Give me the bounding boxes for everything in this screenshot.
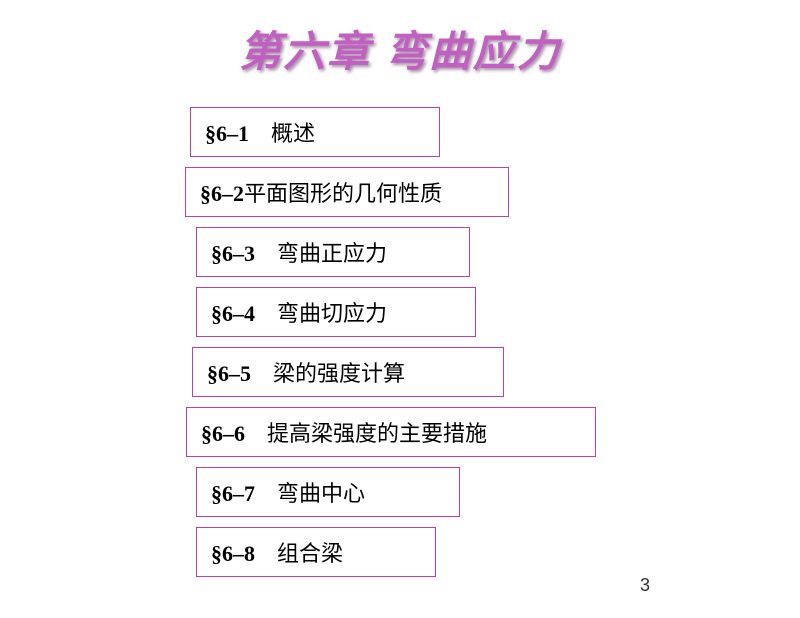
section-title: 组合梁 (277, 541, 343, 566)
toc-item-3: §6–3 弯曲正应力 (196, 227, 470, 277)
section-number: §6–8 (211, 541, 255, 566)
toc-item-5: §6–5 梁的强度计算 (192, 347, 504, 397)
section-title: 提高梁强度的主要措施 (267, 421, 487, 446)
section-title: 概述 (271, 121, 315, 146)
section-number: §6–2 (200, 181, 244, 206)
toc-item-6: §6–6 提高梁强度的主要措施 (186, 407, 596, 457)
toc-container: §6–1 概述 §6–2平面图形的几何性质 §6–3 弯曲正应力 §6–4 弯曲切应力… (0, 107, 800, 577)
section-number: §6–7 (211, 481, 255, 506)
section-title: 平面图形的几何性质 (244, 181, 442, 206)
section-number: §6–3 (211, 241, 255, 266)
section-number: §6–5 (207, 361, 251, 386)
section-number: §6–6 (201, 421, 245, 446)
toc-item-8: §6–8 组合梁 (196, 527, 436, 577)
toc-item-2: §6–2平面图形的几何性质 (185, 167, 509, 217)
toc-item-7: §6–7 弯曲中心 (196, 467, 460, 517)
chapter-title: 第六章 弯曲应力 (0, 18, 800, 79)
section-number: §6–1 (205, 121, 249, 146)
page-number: 3 (640, 575, 650, 596)
toc-item-4: §6–4 弯曲切应力 (196, 287, 476, 337)
toc-item-1: §6–1 概述 (190, 107, 440, 157)
section-title: 弯曲中心 (277, 481, 365, 506)
section-number: §6–4 (211, 301, 255, 326)
section-title: 梁的强度计算 (273, 361, 405, 386)
section-title: 弯曲切应力 (277, 301, 387, 326)
section-title: 弯曲正应力 (277, 241, 387, 266)
